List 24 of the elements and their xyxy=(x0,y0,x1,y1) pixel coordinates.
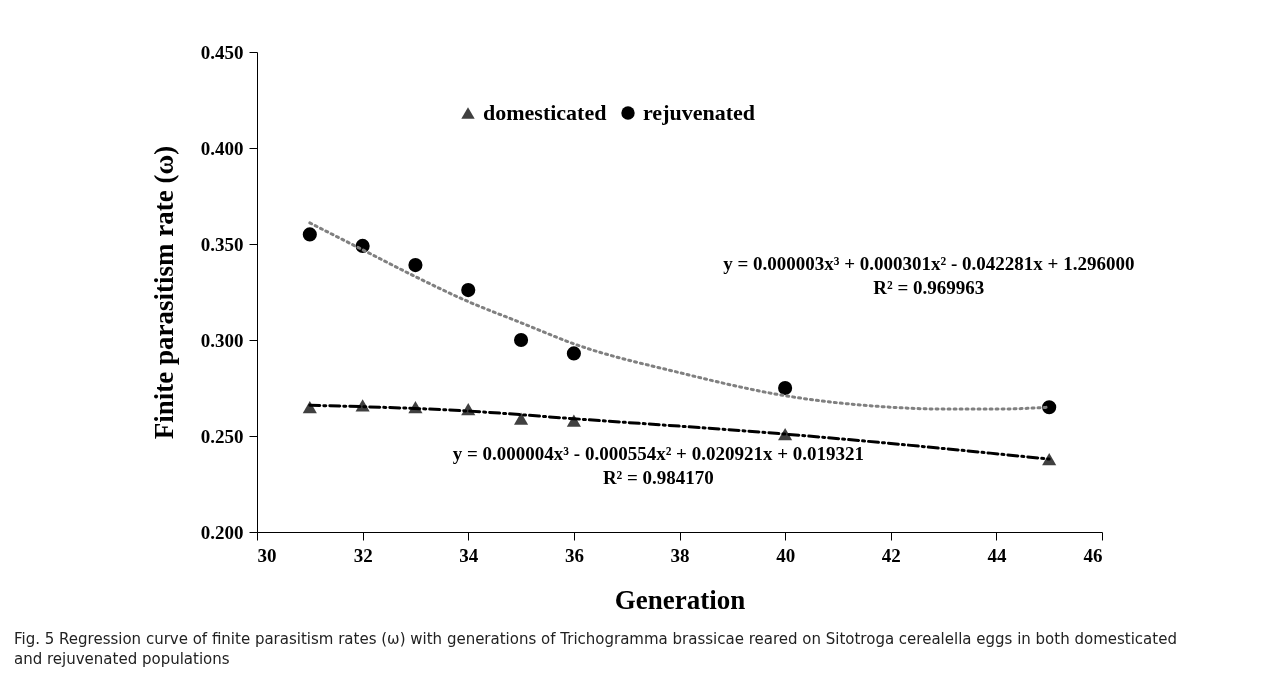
legend-label: rejuvenated xyxy=(643,100,756,125)
x-tick-label: 46 xyxy=(1083,544,1103,566)
y-tick-label: 0.300 xyxy=(200,329,244,351)
x-tick-label: 38 xyxy=(670,544,690,566)
caption: Fig. 5 Regression curve of finite parasitism rates (ω) with generations of Trichogramma brassicae reared on Sitotroga cerealella eggs in both domesticated and rejuvenated populations xyxy=(14,630,1178,669)
annotation: R² = 0.969963 xyxy=(873,277,985,298)
x-tick-label: 36 xyxy=(564,544,584,566)
y-tick-label: 0.400 xyxy=(200,137,244,159)
y-tick-label: 0.200 xyxy=(200,521,244,543)
annotation: y = 0.000004x³ - 0.000554x² + 0.020921x + 0.019321 xyxy=(452,443,864,464)
x-tick-label: 30 xyxy=(257,544,277,566)
y-axis-title: Finite parasitism rate (ω) xyxy=(148,145,179,440)
y-tick-label: 0.250 xyxy=(200,425,244,447)
y-tick-label: 0.450 xyxy=(200,41,244,63)
legend-label: domesticated xyxy=(483,100,607,125)
x-tick-label: 42 xyxy=(881,544,901,566)
annotation: R² = 0.984170 xyxy=(602,467,714,488)
x-tick-label: 32 xyxy=(353,544,373,566)
annotation: y = 0.000003x³ + 0.000301x² - 0.042281x + 1.296000 xyxy=(723,253,1135,274)
x-tick-label: 34 xyxy=(459,544,479,566)
x-tick-label: 40 xyxy=(776,544,796,566)
y-tick-label: 0.350 xyxy=(200,233,244,255)
x-axis-title: Generation xyxy=(614,584,746,615)
x-tick-label: 44 xyxy=(987,544,1007,566)
